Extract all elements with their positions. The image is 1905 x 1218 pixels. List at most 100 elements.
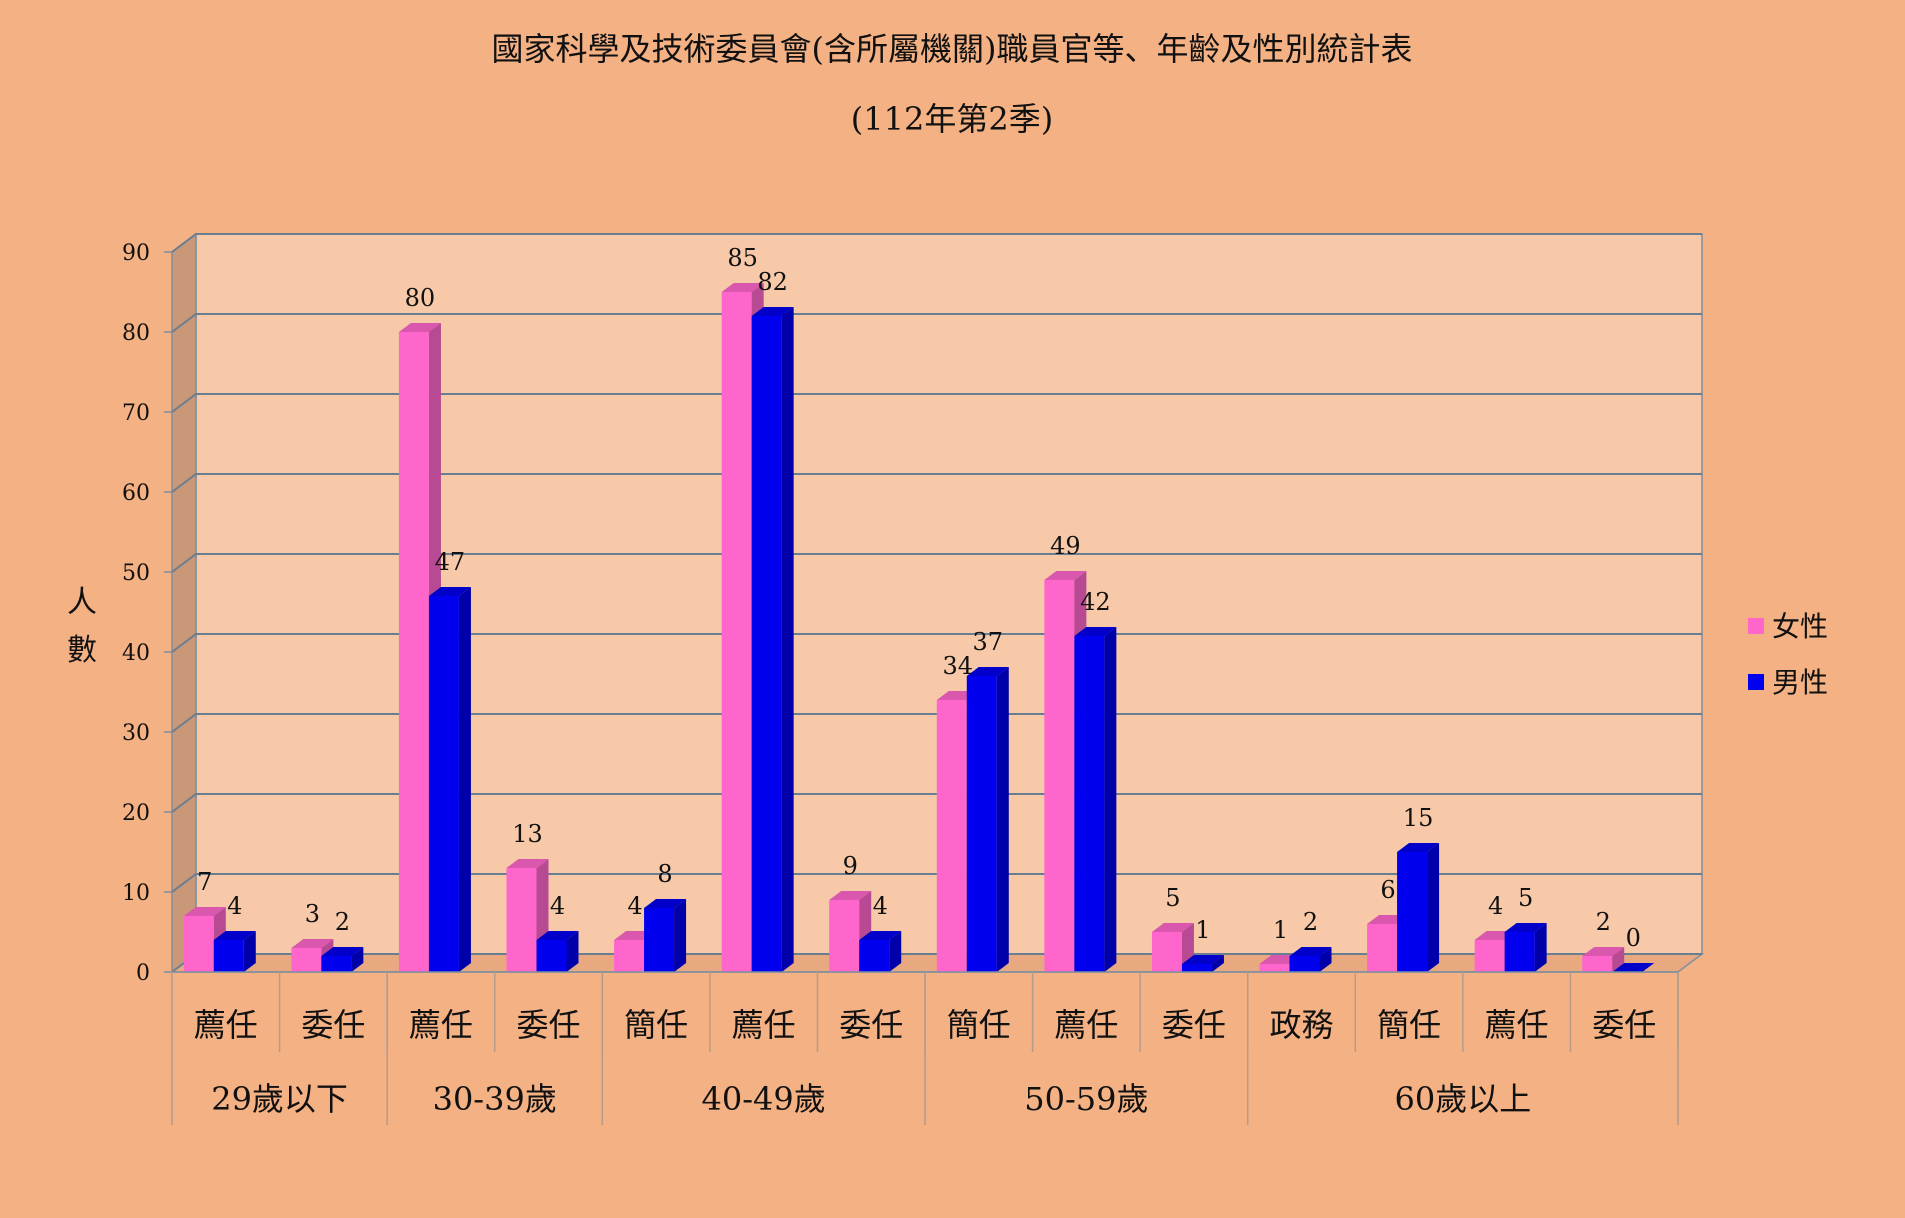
data-label: 0	[1626, 924, 1641, 952]
data-label: 37	[973, 628, 1004, 656]
bar-top-男性	[859, 931, 902, 940]
gridline	[171, 233, 1702, 253]
bar-top-男性	[536, 931, 579, 940]
y-tick-label: 90	[122, 241, 150, 266]
x-category-label: 薦任	[194, 1006, 258, 1044]
gridline	[171, 393, 1702, 413]
bar-front-男性	[536, 940, 567, 972]
bar-top-女性	[183, 907, 226, 916]
bar-top-男性	[1612, 963, 1655, 972]
bar-top-女性	[1044, 571, 1087, 580]
bar-top-男性	[644, 899, 687, 908]
legend-swatch	[1748, 674, 1764, 690]
bar-top-男性	[966, 667, 1009, 676]
bar-front-女性	[398, 332, 429, 972]
y-tick-label: 30	[122, 721, 150, 746]
x-category-label: 委任	[839, 1006, 903, 1044]
bar-front-女性	[1151, 932, 1182, 972]
bar-front-男性	[321, 956, 352, 972]
data-label: 15	[1403, 804, 1434, 832]
bar-top-男性	[321, 947, 364, 956]
bar-top-男性	[751, 307, 794, 316]
bar-top-男性	[213, 931, 256, 940]
y-tick-label: 40	[122, 641, 150, 666]
bar-top-女性	[398, 323, 441, 332]
bar-top-男性	[1181, 955, 1224, 964]
bar-top-女性	[1582, 947, 1625, 956]
x-group-label: 40-49歲	[702, 1080, 826, 1118]
data-label: 47	[435, 548, 466, 576]
bar-top-男性	[1504, 923, 1547, 932]
data-label: 1	[1273, 916, 1288, 944]
bar-side-男性	[243, 931, 256, 972]
x-category-label: 薦任	[409, 1006, 473, 1044]
x-axis-table: 薦任 委任 薦任 委任 簡任 薦任 委任 簡任 薦任 委任 政務 簡任 薦任 委任 29歲以下 30-39歲 4…	[171, 971, 1679, 1125]
data-label: 2	[335, 908, 350, 936]
x-group-label: 60歲以上	[1394, 1080, 1531, 1118]
bar-top-男性	[1289, 947, 1332, 956]
bar-front-男性	[751, 316, 782, 972]
bar-side-男性	[781, 307, 794, 972]
bar-front-男性	[1397, 852, 1428, 972]
x-category-label: 委任	[516, 1006, 580, 1044]
bar-side-男性	[674, 899, 687, 972]
y-tick-label: 10	[122, 881, 150, 906]
bar-top-女性	[721, 283, 764, 292]
x-category-label: 簡任	[947, 1006, 1011, 1044]
bar-top-女性	[1151, 923, 1194, 932]
x-category-label: 簡任	[624, 1006, 688, 1044]
x-category-label: 薦任	[1485, 1006, 1549, 1044]
bar-side-男性	[1427, 843, 1440, 972]
gridline	[171, 873, 1702, 893]
bar-front-女性	[1474, 940, 1505, 972]
data-label: 4	[627, 892, 642, 920]
data-label: 49	[1050, 532, 1081, 560]
bar-front-男性	[213, 940, 244, 972]
data-label: 7	[197, 868, 212, 896]
y-axis-label: 人	[67, 585, 97, 620]
bar-top-女性	[829, 891, 872, 900]
data-label: 80	[405, 284, 436, 312]
bar-front-男性	[1074, 636, 1105, 972]
legend-label: 女性	[1772, 610, 1828, 643]
data-label: 4	[550, 892, 565, 920]
y-tick-label: 80	[122, 321, 150, 346]
plot-side-wall	[171, 232, 197, 974]
data-label: 3	[305, 900, 320, 928]
y-tick-label: 20	[122, 801, 150, 826]
bar-side-男性	[889, 931, 902, 972]
y-tick-label: 60	[122, 481, 150, 506]
gridline	[171, 473, 1702, 493]
y-tick-label: 50	[122, 561, 150, 586]
bar-front-女性	[1044, 580, 1075, 972]
chart-title: 國家科學及技術委員會(含所屬機關)職員官等、年齡及性別統計表	[492, 30, 1413, 68]
data-label: 4	[227, 892, 242, 920]
y-tick-label: 0	[136, 961, 150, 986]
gridline	[171, 313, 1702, 333]
x-category-label: 薦任	[732, 1006, 796, 1044]
bar-front-女性	[1259, 964, 1290, 972]
x-group-label: 29歲以下	[211, 1080, 348, 1118]
x-category-label: 薦任	[1054, 1006, 1118, 1044]
bar-front-女性	[936, 700, 967, 972]
bar-side-女性	[1612, 947, 1625, 972]
data-label: 2	[1303, 908, 1318, 936]
bar-front-女性	[506, 868, 537, 972]
data-label: 8	[657, 860, 672, 888]
bar-front-女性	[829, 900, 860, 972]
data-label: 82	[757, 268, 788, 296]
bar-front-女性	[1367, 924, 1398, 972]
x-category-label: 委任	[1162, 1006, 1226, 1044]
data-label: 42	[1080, 588, 1111, 616]
bar-front-男性	[1181, 964, 1212, 972]
x-group-label: 50-59歲	[1024, 1080, 1148, 1118]
bar-front-男性	[1289, 956, 1320, 972]
bar-top-男性	[428, 587, 471, 596]
bar-front-女性	[721, 292, 752, 972]
data-label: 4	[1488, 892, 1503, 920]
bar-front-男性	[644, 908, 675, 972]
gridline	[171, 793, 1702, 813]
